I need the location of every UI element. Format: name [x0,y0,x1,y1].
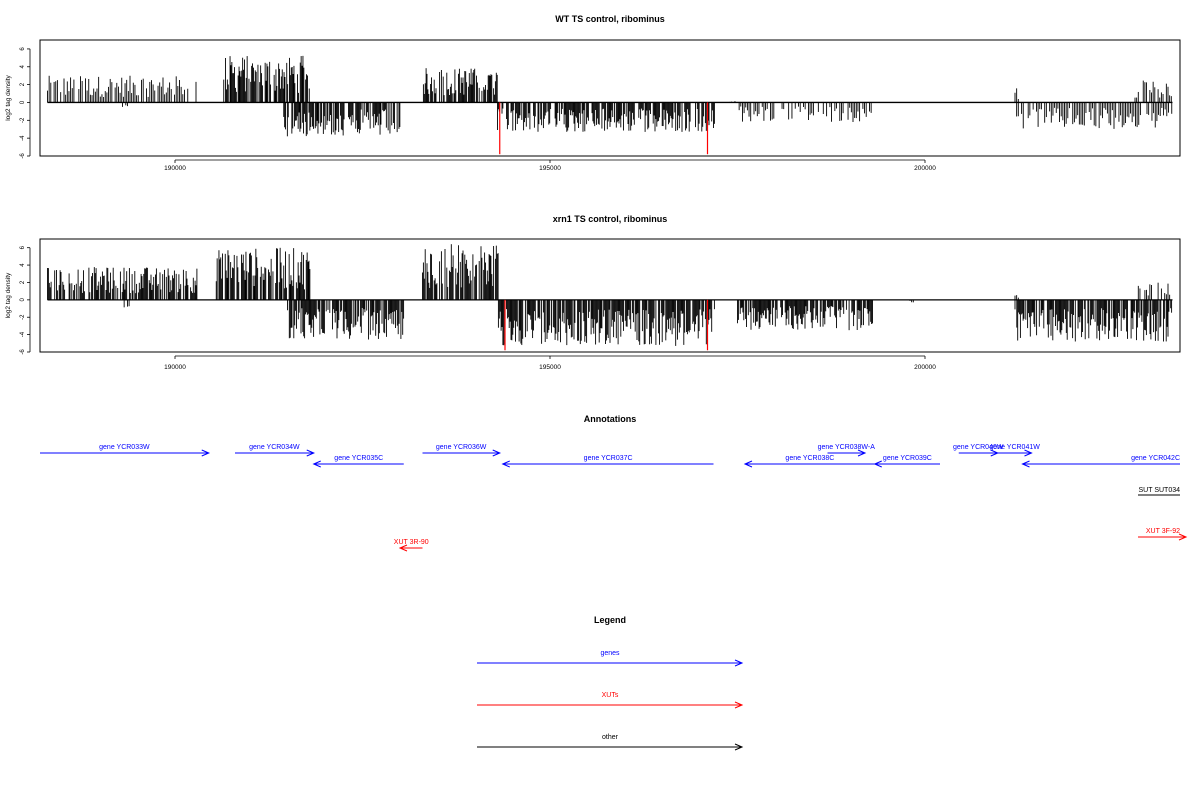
y-tick-label: 0 [20,100,26,104]
y-axis-label: log2 tag density [5,272,12,318]
feature-label: XUT 3R-90 [394,539,429,546]
x-tick-label: 190000 [164,165,186,172]
chart-title: WT TS control, ribominus [555,14,665,24]
x-tick-label: 195000 [539,165,561,172]
arrow-head-right [1024,449,1033,457]
feature-label: XUT 3F-92 [1146,528,1180,535]
y-tick-label: -2 [20,117,26,123]
y-axis-label: log2 tag density [5,74,12,120]
feature-label: gene YCR036W [436,444,487,451]
annotation-feature: gene YCR038W-A [818,444,876,457]
chart-title: xrn1 TS control, ribominus [553,214,668,224]
legend-arrow-head [734,743,744,751]
y-tick-label: -4 [20,331,26,337]
x-tick-label: 190000 [164,364,186,371]
y-tick-label: 6 [20,245,26,249]
annotations-panel: Annotations gene YCR033W gene YCR034W gene … [40,414,1188,552]
arrow-head-right [857,449,867,457]
legend-label: other [602,734,619,741]
y-tick-label: -2 [20,314,26,320]
y-tick-label: 6 [20,47,26,51]
annotation-feature: gene YCR035C [312,455,404,468]
plot-frame [39,39,1181,157]
y-tick-label: 2 [20,280,26,284]
annotation-feature: XUT 3R-90 [394,539,429,552]
feature-label: gene YCR041W [989,444,1040,451]
legend-arrow-head [734,659,744,667]
annotation-feature: gene YCR037C [501,455,714,468]
legend-title: Legend [594,615,626,625]
x-tick-label: 195000 [539,364,561,371]
annotation-feature: gene YCR041W [989,444,1040,457]
chart-panel: xrn1 TS control, ribominus 6 4 2 0 -2 -4 -6 log2… [5,214,1181,371]
arrow-head-left [398,544,408,552]
legend-item: genes [477,650,744,667]
feature-label: gene YCR042C [1131,455,1180,462]
annotation-feature: XUT 3F-92 [1138,528,1188,541]
feature-label: gene YCR035C [334,455,383,462]
feature-label: gene YCR034W [249,444,300,451]
legend-label: genes [600,650,620,657]
arrow-head-left [873,460,882,468]
arrow-head-left [501,460,510,468]
y-tick-label: 0 [20,298,26,302]
annotation-feature: gene YCR042C [1021,455,1180,468]
y-tick-label: 4 [20,64,26,68]
feature-label: gene YCR038C [785,455,834,462]
feature-label: gene YCR033W [99,444,150,451]
legend-item: XUTs [477,692,744,709]
y-tick-label: -4 [20,135,26,141]
chart-panel: WT TS control, ribominus 6 4 2 0 -2 -4 -6 log2 t… [5,14,1181,172]
legend-item: other [477,734,744,751]
x-tick-label: 200000 [914,364,936,371]
legend-arrow-head [734,701,744,709]
annotations-title: Annotations [584,414,637,424]
plot-frame [39,238,1181,353]
y-tick-label: -6 [20,153,26,159]
arrow-head-right [306,449,316,457]
legend-panel: Legend genes XUTs other [477,615,744,751]
y-tick-label: -6 [20,349,26,355]
feature-label: gene YCR038W-A [818,444,876,451]
annotation-feature: SUT SUT034 [1138,487,1181,496]
x-tick-label: 200000 [914,165,936,172]
feature-label: gene YCR040W [953,444,1004,451]
feature-label: gene YCR037C [584,455,633,462]
y-tick-label: 2 [20,82,26,86]
feature-label: SUT SUT034 [1139,487,1181,494]
arrow-head-right [201,449,211,457]
annotation-feature: gene YCR039C [873,455,940,468]
annotation-feature: gene YCR036W [422,444,502,457]
arrow-head-right [492,449,502,457]
arrow-head-left [312,460,321,468]
y-tick-label: 4 [20,263,26,267]
arrow-head-left [1021,460,1030,468]
arrow-head-left [743,460,753,468]
annotation-feature: gene YCR034W [235,444,316,457]
panels: WT TS control, ribominus 6 4 2 0 -2 -4 -6 log2 t… [5,14,1181,371]
annotation-feature: gene YCR033W [40,444,211,457]
legend-label: XUTs [602,692,619,699]
annotation-feature: gene YCR038C [743,455,875,468]
arrow-head-right [1178,533,1188,541]
feature-label: gene YCR039C [883,455,932,462]
